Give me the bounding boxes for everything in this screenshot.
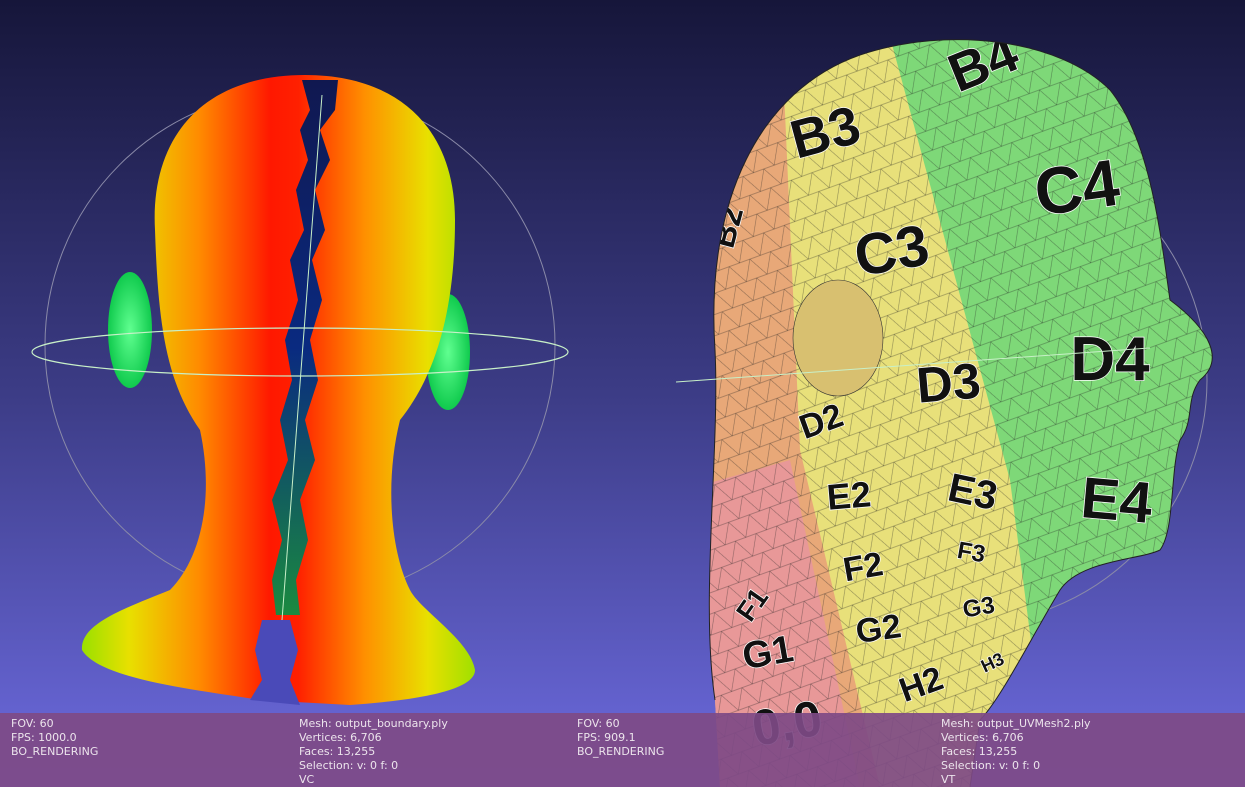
trackball — [675, 347, 1151, 383]
info-line: BO_RENDERING — [11, 745, 98, 758]
info-line: BO_RENDERING — [577, 745, 664, 758]
info-line: Faces: 13,255 — [941, 745, 1017, 758]
texture-label: G3 — [961, 592, 997, 624]
info-line: FOV: 60 — [577, 717, 620, 730]
info-line: Selection: v: 0 f: 0 — [941, 759, 1040, 772]
info-line: Mesh: output_boundary.ply — [299, 717, 448, 730]
info-line: VC — [299, 773, 315, 786]
info-line: Faces: 13,255 — [299, 745, 375, 758]
trackball — [31, 327, 569, 377]
texture-label: E3 — [944, 466, 1001, 519]
texture-label: E4 — [1079, 465, 1155, 536]
ear — [108, 272, 152, 388]
silhouette — [708, 39, 1213, 787]
info-line: VT — [941, 773, 956, 786]
ear — [792, 279, 884, 397]
texture-label: D4 — [1070, 325, 1150, 394]
left-viewport — [31, 75, 569, 705]
texture-label: C3 — [849, 212, 933, 289]
texture-label: F2 — [840, 545, 886, 589]
boundary-gap — [250, 620, 300, 705]
info-line: FPS: 909.1 — [577, 731, 636, 744]
texture-label: E2 — [825, 473, 872, 518]
info-line: Mesh: output_UVMesh2.ply — [941, 717, 1091, 730]
head-mesh: B4B3B2C4C3D4D3D2E4E3E2F3F2F1G3G2G1H3H20,… — [709, 39, 1213, 787]
info-line: FPS: 1000.0 — [11, 731, 77, 744]
info-line: Selection: v: 0 f: 0 — [299, 759, 398, 772]
info-line: Vertices: 6,706 — [941, 731, 1024, 744]
info-line: FOV: 60 — [11, 717, 54, 730]
right-viewport: B4B3B2C4C3D4D3D2E4E3E2F3F2F1G3G2G1H3H20,… — [675, 39, 1213, 787]
texture-label: D3 — [914, 352, 983, 413]
info-bar — [0, 713, 1245, 787]
info-line: Vertices: 6,706 — [299, 731, 382, 744]
trackball — [281, 94, 323, 621]
texture-label: C4 — [1030, 145, 1124, 230]
texture-label: G1 — [739, 628, 796, 678]
head-mesh — [81, 75, 475, 705]
boundary-gap — [272, 80, 338, 615]
texture-label: G2 — [853, 607, 903, 651]
texture-label: F3 — [955, 537, 987, 568]
